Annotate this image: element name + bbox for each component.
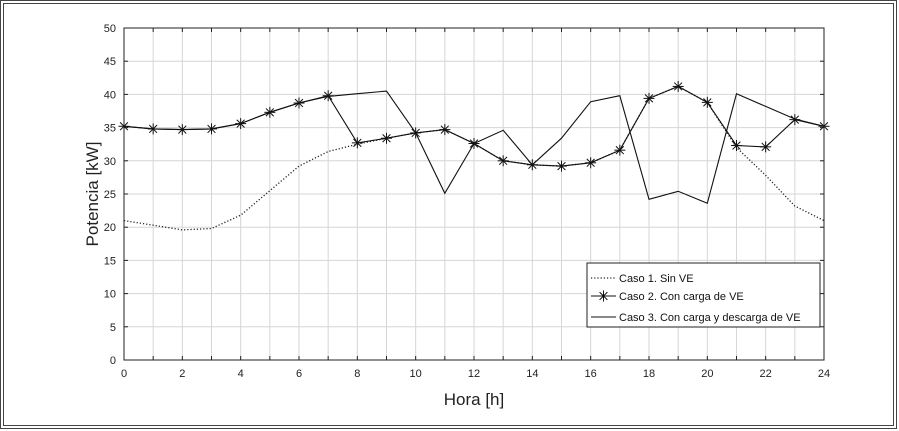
star-marker — [789, 114, 801, 126]
y-tick-label: 5 — [110, 322, 116, 334]
x-axis-label: Hora [h] — [444, 390, 504, 409]
y-tick-label: 0 — [110, 355, 116, 367]
x-tick-label: 22 — [760, 368, 772, 380]
y-tick-label: 45 — [104, 56, 116, 68]
x-tick-label: 18 — [643, 368, 655, 380]
x-tick-label: 24 — [818, 368, 830, 380]
star-marker — [731, 140, 742, 152]
x-tick-label: 6 — [296, 368, 302, 380]
x-tick-label: 12 — [468, 368, 480, 380]
legend-label: Caso 1. Sin VE — [619, 273, 694, 285]
series-3 — [123, 90, 825, 205]
y-tick-label: 40 — [104, 89, 116, 101]
star-marker — [556, 160, 567, 172]
y-tick-label: 25 — [104, 189, 116, 201]
y-tick-label: 15 — [104, 255, 116, 267]
star-marker — [701, 96, 713, 108]
legend-entry-1: Caso 1. Sin VE — [591, 273, 694, 285]
series-3-line — [123, 90, 825, 205]
x-tick-label: 8 — [354, 368, 360, 380]
x-tick-label: 14 — [526, 368, 538, 380]
tick-labels: 0 2 4 6 8 10 12 14 16 18 20 22 240510152025303540455… — [104, 23, 830, 380]
legend-label: Caso 2. Con carga de VE — [619, 291, 744, 303]
y-tick-label: 35 — [104, 123, 116, 135]
legend-entry-3: Caso 3. Con carga y descarga de VE — [591, 312, 801, 324]
star-marker — [497, 155, 509, 167]
figure-inner-frame — [3, 3, 894, 426]
y-axis-label: Potencia [kW] — [83, 142, 102, 247]
star-marker — [381, 132, 392, 144]
star-marker — [351, 137, 363, 149]
plot-area-border — [123, 27, 825, 361]
legend-label: Caso 3. Con carga y descarga de VE — [619, 312, 801, 324]
legend: Caso 1. Sin VE Caso 2. Con carga de VE Cas… — [586, 262, 821, 328]
star-marker — [598, 290, 609, 302]
series-layer — [118, 80, 830, 231]
star-marker — [643, 92, 655, 104]
star-marker — [760, 141, 772, 153]
x-tick-label: 20 — [701, 368, 713, 380]
y-tick-label: 50 — [104, 23, 116, 35]
x-tick-label: 10 — [410, 368, 422, 380]
x-tick-label: 16 — [585, 368, 597, 380]
x-tick-label: 4 — [238, 368, 244, 380]
star-marker — [614, 144, 626, 156]
y-tick-label: 20 — [104, 222, 116, 234]
star-marker — [585, 157, 597, 169]
legend-box — [586, 262, 821, 328]
star-marker — [439, 124, 451, 136]
x-tick-label: 0 — [121, 368, 127, 380]
y-tick-label: 30 — [104, 156, 116, 168]
y-tick-label: 10 — [104, 289, 116, 301]
legend-entry-2: Caso 2. Con carga de VE — [591, 290, 744, 303]
x-tick-label: 2 — [179, 368, 185, 380]
star-marker — [672, 80, 684, 92]
